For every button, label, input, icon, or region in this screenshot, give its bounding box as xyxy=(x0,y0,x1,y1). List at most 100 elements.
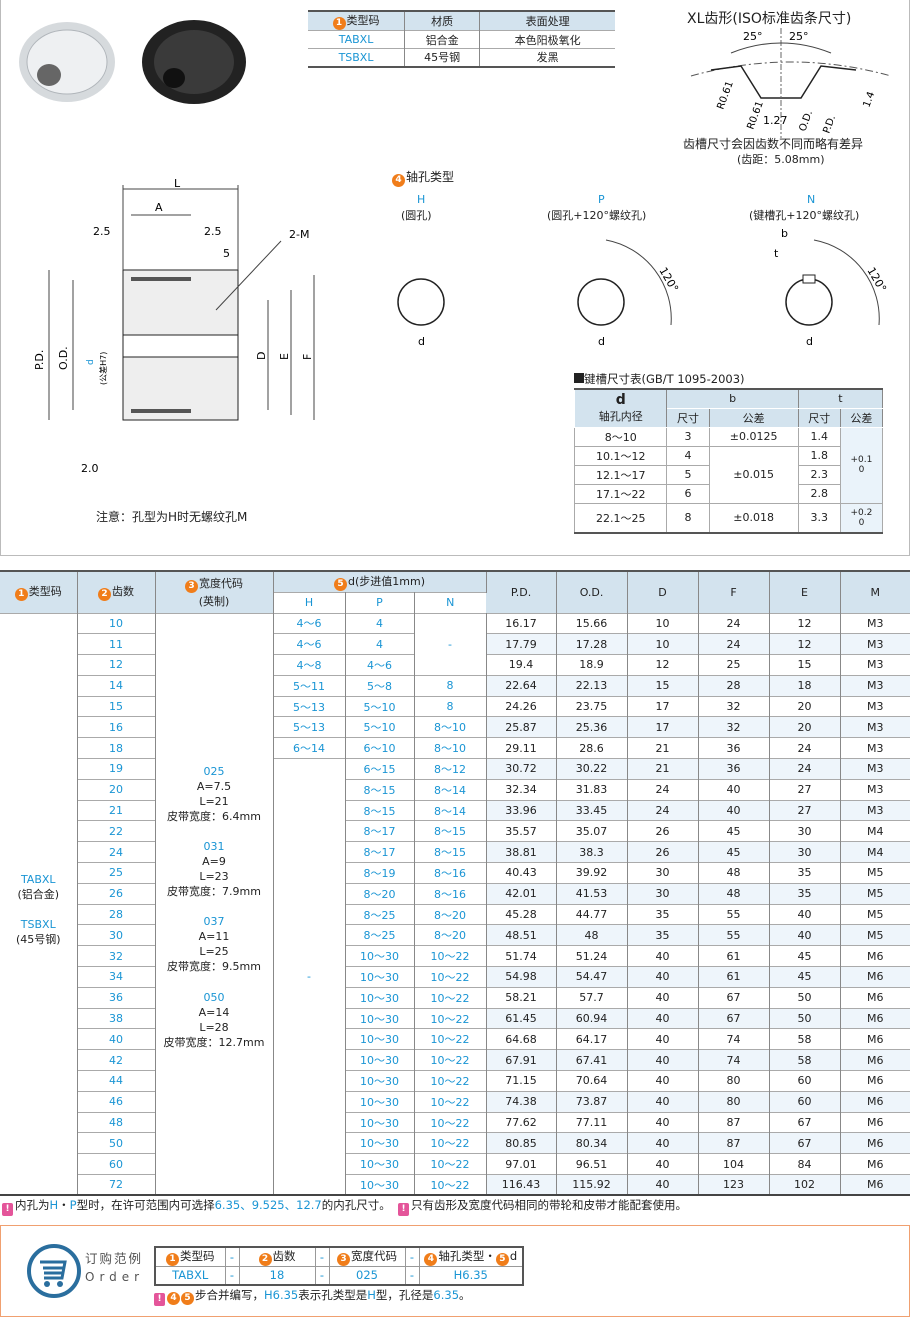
svg-text:2.5: 2.5 xyxy=(93,225,111,238)
width-code-text: A=14 xyxy=(198,1005,230,1019)
table-cell: 30.22 xyxy=(556,758,628,780)
table-cell: 4～6 xyxy=(273,612,346,634)
table-cell: 57.7 xyxy=(556,986,628,1009)
table-cell: M4 xyxy=(840,820,910,842)
table-cell: 74 xyxy=(698,1049,770,1071)
table-cell: 5～11 xyxy=(273,674,346,697)
table-cell: 10～30 xyxy=(345,945,415,967)
table-cell: 50 xyxy=(77,1132,156,1154)
table-cell: 32 xyxy=(698,716,770,738)
table-cell: 48 xyxy=(698,862,770,884)
table-cell: 10～30 xyxy=(345,1070,415,1092)
table-cell: 17 xyxy=(627,716,699,738)
table-row: 14 5～11 5～8 8 22.64 22.13 15 28 18 M3 xyxy=(0,674,910,697)
table-cell: - xyxy=(273,758,346,1196)
table-cell: 30.72 xyxy=(486,758,557,780)
table-cell: 8～10 xyxy=(414,737,487,759)
table-row: 15 5～13 5～10 8 24.26 23.75 17 32 20 M3 xyxy=(0,695,910,717)
table-cell: 8～20 xyxy=(414,924,487,946)
table-cell: 74 xyxy=(698,1028,770,1050)
table-cell: 17.28 xyxy=(556,633,628,655)
table-cell: 104 xyxy=(698,1153,770,1175)
width-code-text: L=23 xyxy=(199,869,229,883)
table-cell: 36 xyxy=(698,758,770,780)
svg-text:O.D.: O.D. xyxy=(797,109,815,133)
table-cell: 20 xyxy=(77,778,156,801)
table-cell: 97.01 xyxy=(486,1153,557,1175)
order-title: 订购范例 xyxy=(85,1251,144,1266)
table-cell: 8～16 xyxy=(414,862,487,884)
table-cell: 8～15 xyxy=(414,841,487,863)
bore-h-code: H xyxy=(417,193,426,206)
type-code-label: TSBXL xyxy=(20,917,56,931)
table-cell: 4～6 xyxy=(273,633,346,655)
table-cell: 27 xyxy=(769,778,841,801)
table-cell: 77.11 xyxy=(556,1111,628,1133)
order-note: ! 4 5 步合并编写，H6.35表示孔类型是H型，孔径是6.35。 xyxy=(154,1287,471,1306)
table-cell: 24 xyxy=(698,612,770,634)
material-row: TABXL 铝合金 本色阳极氧化 xyxy=(308,30,615,49)
table-cell: M6 xyxy=(840,1174,910,1196)
table-cell: 10～30 xyxy=(345,1111,415,1133)
table-cell: M3 xyxy=(840,654,910,676)
table-cell: 10～22 xyxy=(414,1049,487,1071)
table-cell: 44 xyxy=(77,1070,156,1092)
keyway-row: 17.1～22 6 2.8 xyxy=(573,483,883,504)
table-cell: 10～22 xyxy=(414,1153,487,1175)
drawing-note: 注意：孔型为H时无螺纹孔M xyxy=(96,510,248,524)
table-cell: 80.85 xyxy=(486,1132,557,1154)
table-cell: 26 xyxy=(77,882,156,905)
svg-text:P.D.: P.D. xyxy=(33,350,46,370)
svg-text:O.D.: O.D. xyxy=(57,346,70,370)
table-cell: 5～10 xyxy=(345,695,415,717)
pulley-spec-table: 1 类型码 2 齿数 3 宽度代码 (英制) 5 d(步进值1mm) P.D. O.D. D F… xyxy=(0,570,910,1197)
svg-text:d: d xyxy=(86,359,96,365)
table-cell: 60 xyxy=(769,1070,841,1092)
table-cell: 8～14 xyxy=(414,778,487,801)
table-cell: 15 xyxy=(627,674,699,697)
table-cell: 8～20 xyxy=(414,903,487,925)
svg-text:1.27: 1.27 xyxy=(763,114,788,127)
table-cell: 10～22 xyxy=(414,1132,487,1154)
table-cell: 42 xyxy=(77,1049,156,1071)
width-code-text: L=21 xyxy=(199,794,229,808)
table-cell: 8～15 xyxy=(345,778,415,801)
table-cell: 24 xyxy=(769,737,841,759)
table-cell: M6 xyxy=(840,1049,910,1071)
svg-text:(公差H7): (公差H7) xyxy=(98,352,108,385)
table-row: 40 10～30 10～22 64.68 64.17 40 74 58 M6 xyxy=(0,1028,910,1050)
table-cell: 8～20 xyxy=(345,882,415,905)
table-cell: M3 xyxy=(840,799,910,821)
bore-n-desc: (键槽孔+120°螺纹孔) xyxy=(749,209,860,222)
table-cell: M6 xyxy=(840,1028,910,1050)
table-cell: 45 xyxy=(698,820,770,842)
table-cell: 39.92 xyxy=(556,862,628,884)
table-cell: 25.36 xyxy=(556,716,628,738)
svg-text:120°: 120° xyxy=(656,265,681,294)
table-cell: 8～17 xyxy=(345,820,415,842)
table-cell: 116.43 xyxy=(486,1174,557,1196)
table-cell: M6 xyxy=(840,1153,910,1175)
table-cell: 40.43 xyxy=(486,862,557,884)
table-cell: 67 xyxy=(769,1132,841,1154)
svg-text:d: d xyxy=(806,335,813,348)
table-cell: 24.26 xyxy=(486,695,557,717)
table-cell: 40 xyxy=(627,966,699,988)
keyway-row: 12.1～17 5 2.3 xyxy=(573,464,883,485)
table-cell: 84 xyxy=(769,1153,841,1175)
table-cell: 16.17 xyxy=(486,612,557,634)
table-row: 72 10～30 10～22 116.43 115.92 40 123 102 M6 xyxy=(0,1174,910,1196)
table-cell: 61 xyxy=(698,945,770,967)
table-cell: 8～15 xyxy=(345,799,415,821)
table-cell: 67.41 xyxy=(556,1049,628,1071)
type-code-label: TABXL xyxy=(20,872,56,886)
table-cell: 24 xyxy=(698,633,770,655)
table-cell: 38 xyxy=(77,1007,156,1029)
product-photos xyxy=(19,20,246,104)
table-cell: 33.45 xyxy=(556,799,628,821)
width-code-text: 031 xyxy=(203,839,225,853)
table-cell: 40 xyxy=(627,1049,699,1071)
table-cell: 36 xyxy=(77,986,156,1009)
table-cell: 30 xyxy=(769,841,841,863)
bore-p-code: P xyxy=(598,193,605,206)
